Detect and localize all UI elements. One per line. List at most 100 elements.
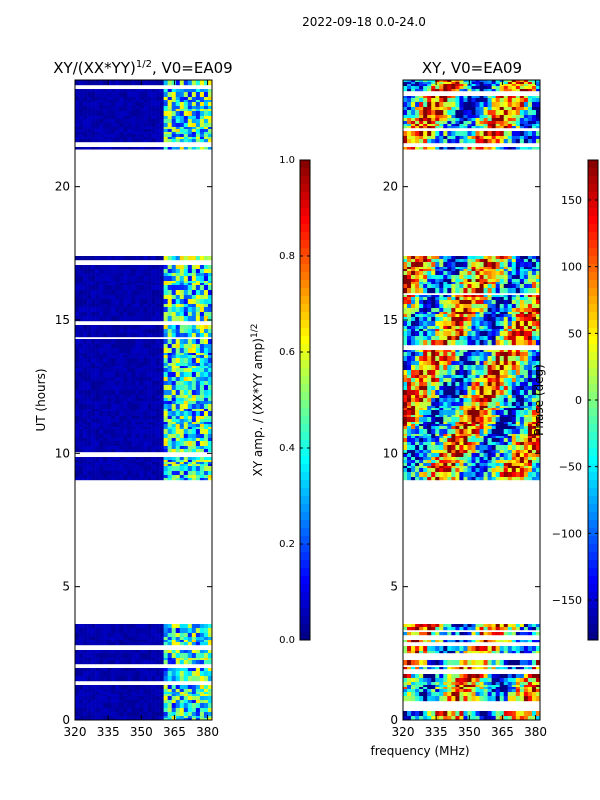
heatmap-cell	[459, 651, 464, 654]
heatmap-cell	[147, 449, 152, 453]
heatmap-cell	[79, 372, 84, 378]
heatmap-cell	[411, 646, 416, 652]
heatmap-cell	[171, 457, 177, 461]
heatmap-cell	[163, 316, 168, 322]
heatmap-cell	[531, 271, 537, 276]
heatmap-cell	[443, 288, 448, 294]
heatmap-cell	[159, 80, 164, 86]
heatmap-cell	[171, 123, 177, 128]
heatmap-cell	[135, 395, 140, 399]
heatmap-cell	[419, 275, 424, 280]
heatmap-cell	[207, 290, 213, 296]
heatmap-cell	[499, 716, 505, 721]
heatmap-cell	[175, 265, 181, 270]
heatmap-cell	[143, 434, 148, 439]
heatmap-cell	[495, 282, 501, 285]
heatmap-cell	[159, 339, 164, 345]
heatmap-cell	[179, 372, 185, 378]
heatmap-cell	[487, 321, 492, 327]
heatmap-cell	[191, 466, 197, 472]
heatmap-cell	[171, 668, 177, 672]
heatmap-cell	[171, 80, 177, 86]
heatmap-cell	[83, 290, 88, 296]
heatmap-cell	[135, 119, 140, 124]
heatmap-cell	[435, 259, 440, 263]
heatmap-cell	[527, 275, 533, 280]
heatmap-cell	[195, 650, 201, 654]
heatmap-cell	[423, 632, 428, 636]
heatmap-cell	[419, 624, 424, 628]
heatmap-cell	[171, 401, 177, 405]
heatmap-cell	[179, 366, 185, 369]
heatmap-cell	[407, 275, 412, 280]
heatmap-cell	[163, 628, 168, 634]
heatmap-cell	[147, 640, 152, 643]
heatmap-cell	[471, 275, 476, 280]
heatmap-cell	[503, 651, 509, 654]
heatmap-cell	[191, 358, 197, 364]
heatmap-cell	[431, 329, 436, 332]
heatmap-cell	[155, 106, 160, 110]
heatmap-cell	[107, 422, 112, 425]
heatmap-cell	[199, 102, 205, 107]
heatmap-cell	[127, 80, 132, 86]
heatmap-cell	[199, 265, 205, 270]
heatmap-cell	[75, 111, 80, 117]
heatmap-cell	[199, 119, 205, 124]
heatmap-cell	[151, 416, 156, 420]
heatmap-cell	[131, 462, 136, 465]
heatmap-cell	[427, 682, 432, 686]
heatmap-cell	[407, 682, 412, 686]
colorbar-segment	[300, 288, 310, 297]
heatmap-cell	[111, 377, 116, 382]
heatmap-cell	[199, 281, 205, 284]
heatmap-cell	[411, 689, 416, 693]
heatmap-cell	[207, 325, 213, 330]
heatmap-cell	[475, 279, 480, 283]
heatmap-cell	[171, 116, 177, 120]
heatmap-cell	[87, 281, 92, 284]
heatmap-cell	[431, 711, 436, 717]
heatmap-cell	[511, 640, 517, 643]
heatmap-cell	[407, 267, 412, 270]
heatmap-cell	[123, 424, 128, 428]
heatmap-cell	[127, 276, 132, 282]
heatmap-cell	[191, 411, 197, 417]
heatmap-cell	[83, 132, 88, 135]
heatmap-cell	[95, 676, 100, 682]
heatmap-cell	[139, 256, 144, 261]
heatmap-cell	[515, 314, 521, 318]
heatmap-cell	[491, 267, 496, 270]
heatmap-cell	[191, 106, 197, 110]
heatmap-cell	[535, 329, 541, 332]
colorbar-tick-label: 0.2	[279, 539, 295, 550]
heatmap-cell	[507, 632, 513, 636]
heatmap-cell	[99, 457, 104, 461]
heatmap-cell	[119, 416, 124, 420]
heatmap-cell	[135, 111, 140, 117]
heatmap-cell	[151, 285, 156, 291]
heatmap-cell	[439, 304, 444, 309]
heatmap-cell	[479, 678, 484, 683]
heatmap-cell	[127, 457, 132, 461]
heatmap-cell	[171, 633, 177, 638]
heatmap-cell	[487, 279, 492, 283]
heatmap-cell	[75, 339, 80, 345]
heatmap-cell	[79, 633, 84, 638]
heatmap-cell	[111, 395, 116, 399]
heatmap-cell	[195, 712, 201, 717]
heatmap-cell	[427, 678, 432, 683]
heatmap-cell	[143, 700, 148, 704]
heatmap-cell	[159, 355, 164, 359]
heatmap-cell	[499, 632, 505, 636]
heatmap-cell	[527, 667, 533, 670]
heatmap-cell	[107, 658, 112, 661]
heatmap-cell	[191, 658, 197, 661]
heatmap-cell	[159, 422, 164, 425]
heatmap-cell	[195, 689, 201, 693]
heatmap-cell	[419, 711, 424, 717]
heatmap-cell	[511, 660, 517, 666]
heatmap-cell	[75, 325, 80, 330]
heatmap-cell	[111, 429, 116, 435]
heatmap-cell	[199, 390, 205, 396]
